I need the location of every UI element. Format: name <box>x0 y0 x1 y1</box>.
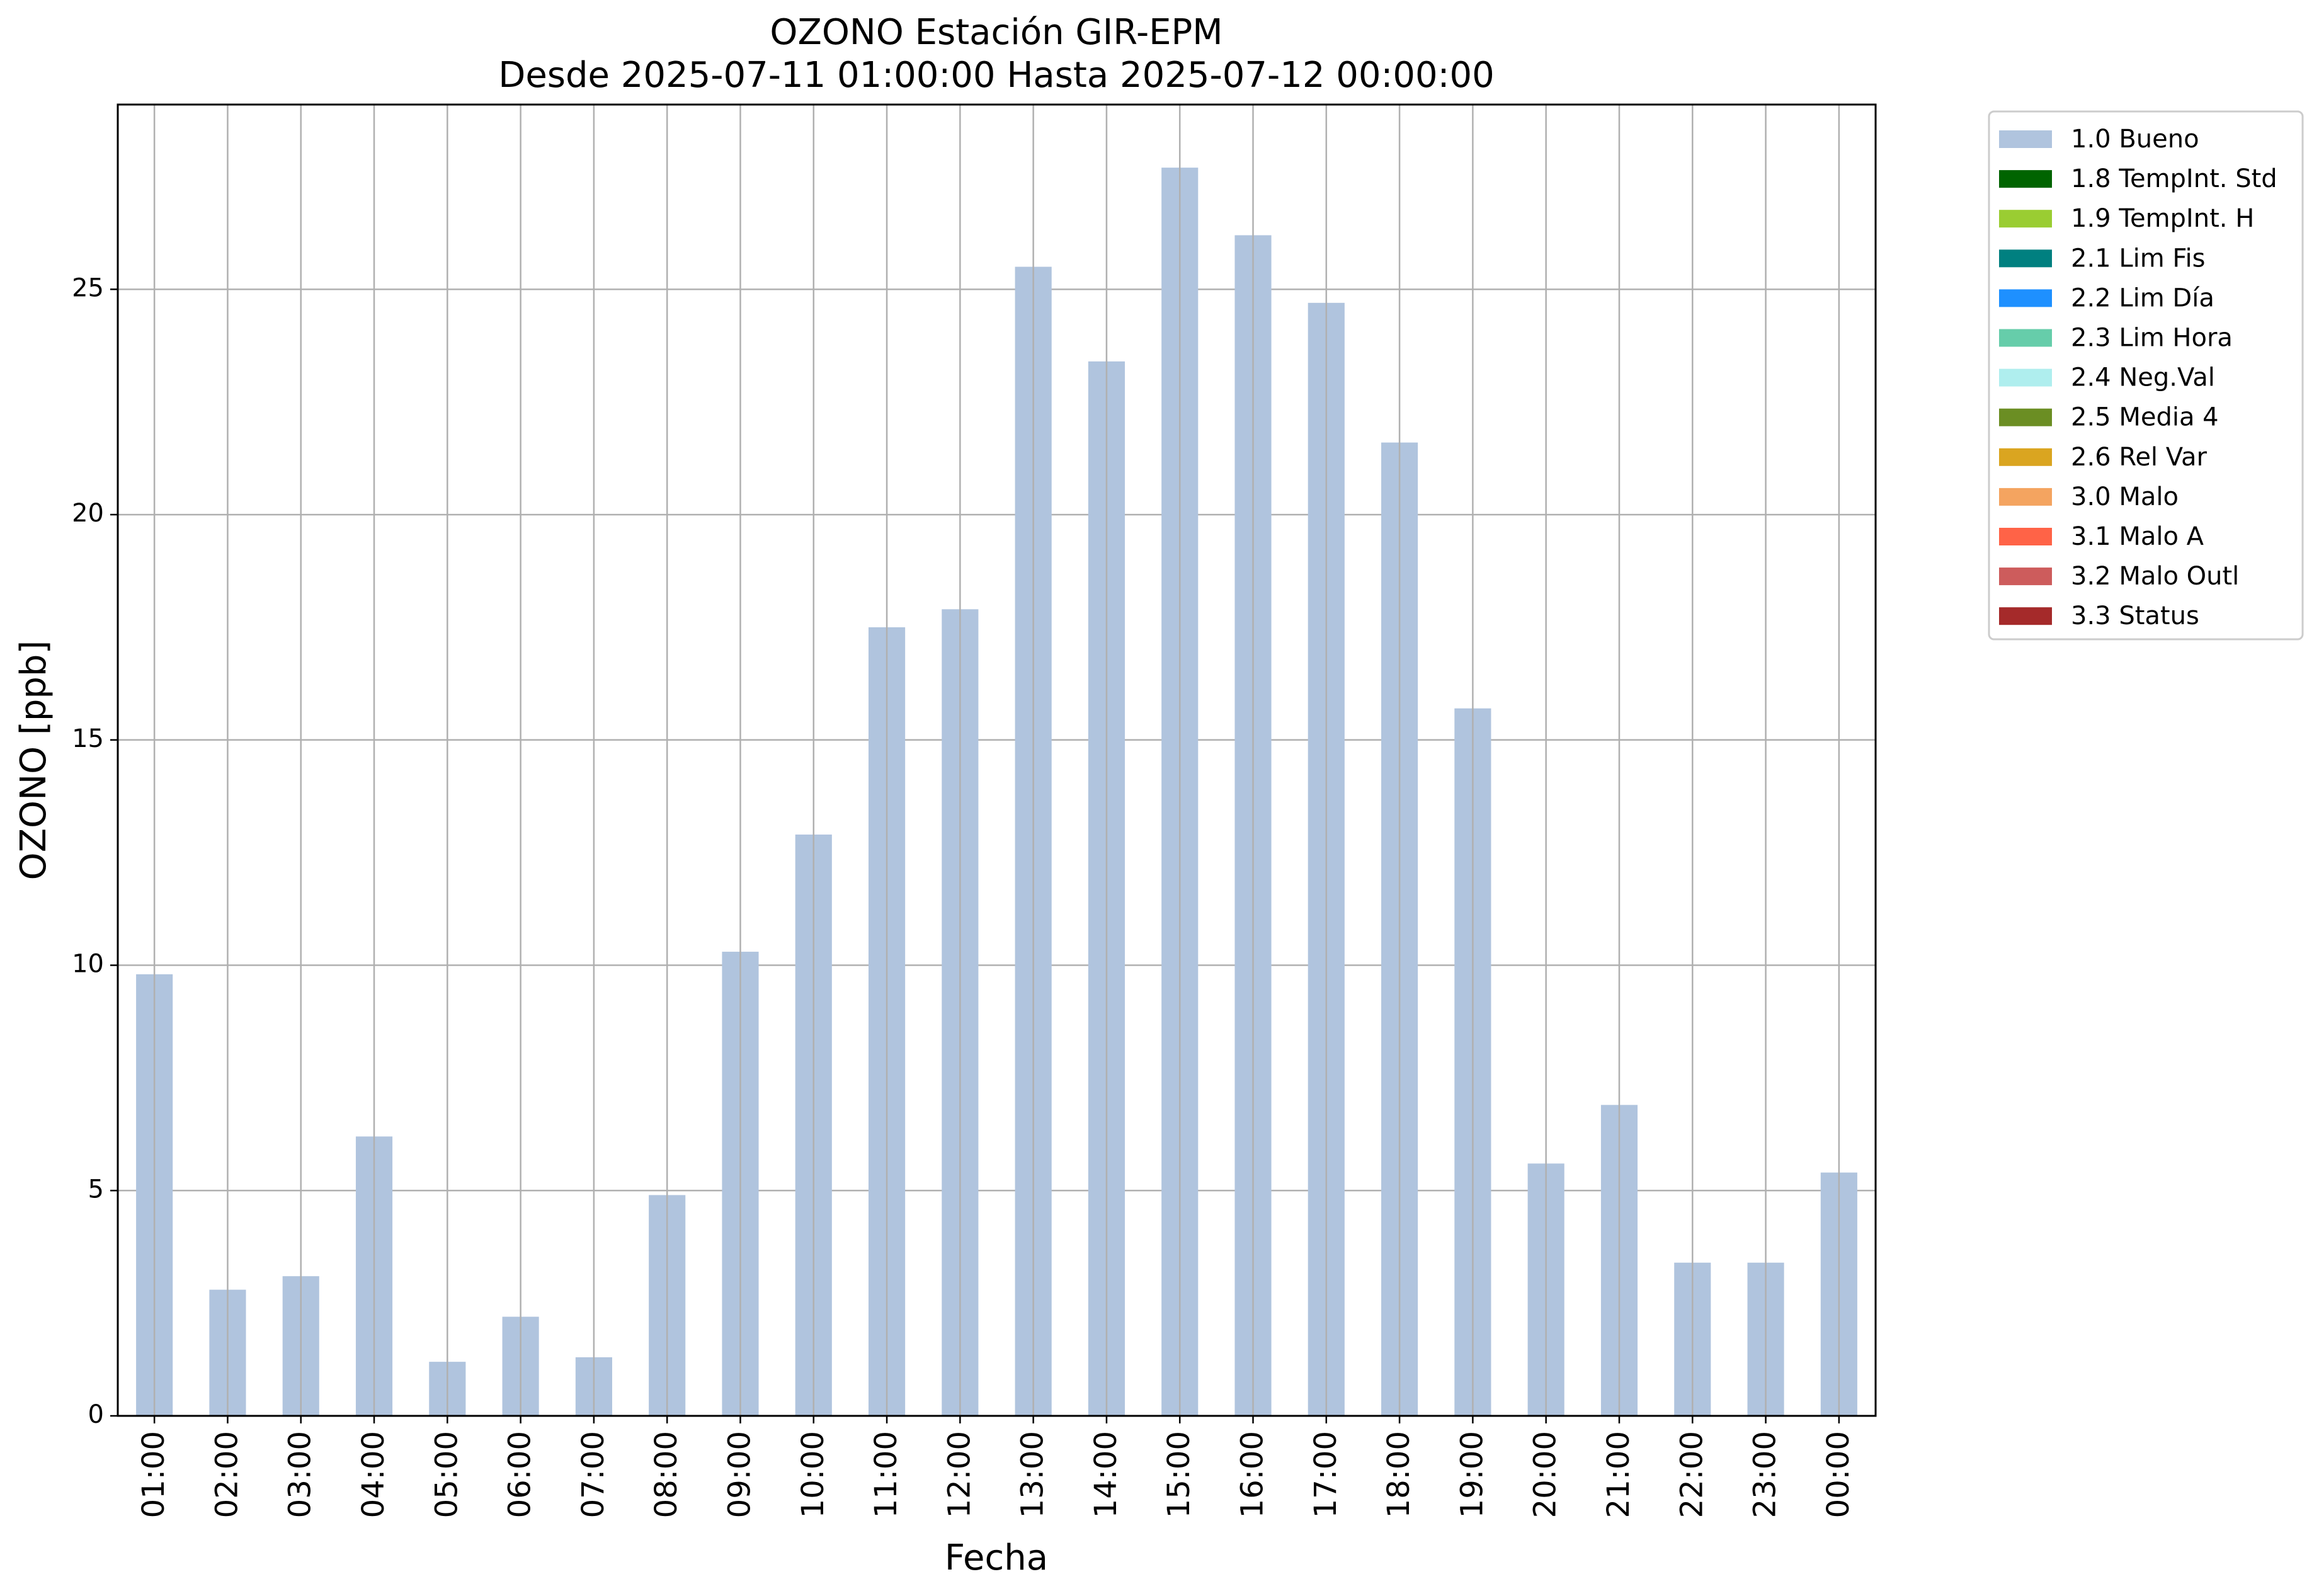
legend-label: 1.8 TempInt. Std <box>2071 164 2277 193</box>
legend-label: 1.9 TempInt. H <box>2071 204 2254 233</box>
legend-swatch <box>1999 329 2052 347</box>
legend: 1.0 Bueno 1.8 TempInt. Std 1.9 TempInt. H 2… <box>1988 110 2304 641</box>
legend-label: 2.3 Lim Hora <box>2071 324 2233 353</box>
x-tick-label: 16:00 <box>1235 1431 1270 1518</box>
legend-label: 3.0 Malo <box>2071 482 2179 511</box>
legend-swatch <box>1999 368 2052 387</box>
legend-swatch <box>1999 249 2052 268</box>
y-tick-label: 5 <box>88 1175 104 1204</box>
legend-label: 2.6 Rel Var <box>2071 443 2208 472</box>
x-tick-label: 07:00 <box>576 1431 611 1518</box>
x-tick-label: 10:00 <box>795 1431 831 1518</box>
y-tick-label: 0 <box>88 1400 104 1429</box>
x-tick-label: 22:00 <box>1674 1431 1709 1518</box>
legend-label: 3.1 Malo A <box>2071 522 2204 551</box>
x-tick-label: 20:00 <box>1528 1431 1563 1518</box>
x-tick-label: 18:00 <box>1381 1431 1416 1518</box>
chart-subtitle: Desde 2025-07-11 01:00:00 Hasta 2025-07-… <box>498 55 1495 96</box>
legend-label: 3.3 Status <box>2071 601 2199 630</box>
x-tick-label: 12:00 <box>942 1431 977 1518</box>
legend-label: 1.0 Bueno <box>2071 125 2199 154</box>
x-tick-label: 15:00 <box>1161 1431 1197 1518</box>
y-tick-label: 10 <box>72 950 104 979</box>
legend-swatch <box>1999 130 2052 148</box>
x-tick-label: 00:00 <box>1821 1431 1856 1518</box>
y-tick-label: 20 <box>72 499 104 528</box>
x-tick-label: 17:00 <box>1308 1431 1343 1518</box>
y-axis-label: OZONO [ppb] <box>13 641 54 881</box>
legend-label: 2.4 Neg.Val <box>2071 363 2215 392</box>
legend-swatch <box>1999 210 2052 228</box>
legend-swatch <box>1999 607 2052 625</box>
chart-title: OZONO Estación GIR-EPM <box>770 12 1222 53</box>
x-tick-label: 06:00 <box>503 1431 538 1518</box>
legend-swatch <box>1999 528 2052 545</box>
legend-swatch <box>1999 170 2052 188</box>
y-axis-ticks: 0 5 10 15 20 25 <box>72 273 118 1429</box>
x-tick-label: 03:00 <box>283 1431 318 1518</box>
x-axis-ticks: 01:00 02:00 03:00 04:00 05:00 06:00 07:00 08:00… <box>136 1416 1856 1518</box>
x-tick-label: 23:00 <box>1748 1431 1783 1518</box>
x-tick-label: 21:00 <box>1601 1431 1636 1518</box>
legend-swatch <box>1999 289 2052 307</box>
legend-swatch <box>1999 567 2052 586</box>
x-tick-label: 04:00 <box>356 1431 391 1518</box>
x-tick-label: 01:00 <box>136 1431 171 1518</box>
legend-items: 1.0 Bueno 1.8 TempInt. Std 1.9 TempInt. H 2… <box>1999 125 2277 630</box>
x-tick-label: 09:00 <box>722 1431 757 1518</box>
legend-label: 2.2 Lim Día <box>2071 283 2214 312</box>
x-tick-label: 13:00 <box>1015 1431 1051 1518</box>
legend-swatch <box>1999 448 2052 466</box>
plot-frame <box>117 103 1877 1417</box>
x-tick-label: 05:00 <box>429 1431 464 1518</box>
x-tick-label: 08:00 <box>649 1431 684 1518</box>
legend-swatch <box>1999 487 2052 506</box>
y-tick-label: 25 <box>72 273 104 302</box>
legend-label: 2.1 Lim Fis <box>2071 244 2205 273</box>
x-tick-label: 11:00 <box>869 1431 904 1518</box>
legend-label: 2.5 Media 4 <box>2071 403 2219 432</box>
x-tick-label: 14:00 <box>1088 1431 1124 1518</box>
y-tick-label: 15 <box>72 724 104 753</box>
x-tick-label: 19:00 <box>1454 1431 1490 1518</box>
x-axis-label: Fecha <box>945 1537 1048 1578</box>
x-tick-label: 02:00 <box>209 1431 244 1518</box>
vertical-grid-lines <box>153 105 1840 1416</box>
legend-label: 3.2 Malo Outl <box>2071 562 2239 591</box>
legend-frame <box>1988 110 2304 641</box>
legend-swatch <box>1999 408 2052 426</box>
